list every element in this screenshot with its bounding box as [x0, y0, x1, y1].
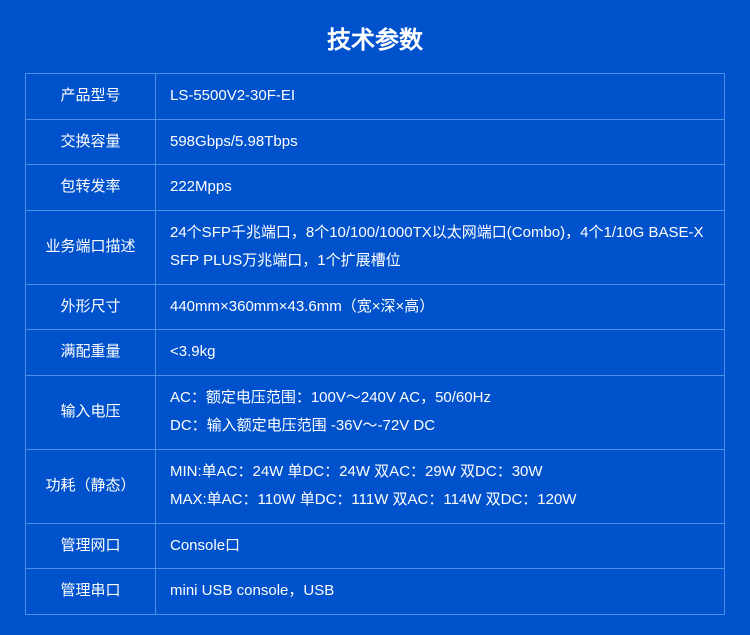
- table-row: 外形尺寸 440mm×360mm×43.6mm（宽×深×高）: [26, 284, 725, 330]
- row-value: <3.9kg: [156, 330, 725, 376]
- row-label: 管理串口: [26, 569, 156, 615]
- row-value: 440mm×360mm×43.6mm（宽×深×高）: [156, 284, 725, 330]
- table-row: 管理网口 Console口: [26, 523, 725, 569]
- row-label: 外形尺寸: [26, 284, 156, 330]
- table-row: 产品型号 LS-5500V2-30F-EI: [26, 74, 725, 120]
- row-value: 24个SFP千兆端口，8个10/100/1000TX以太网端口(Combo)，4…: [156, 210, 725, 284]
- table-row: 满配重量 <3.9kg: [26, 330, 725, 376]
- row-value: 222Mpps: [156, 165, 725, 211]
- table-row: 输入电压 AC：额定电压范围：100V～240V AC，50/60HzDC：输入…: [26, 375, 725, 449]
- row-label: 包转发率: [26, 165, 156, 211]
- spec-container: 技术参数 产品型号 LS-5500V2-30F-EI 交换容量 598Gbps/…: [0, 0, 750, 635]
- row-value: AC：额定电压范围：100V～240V AC，50/60HzDC：输入额定电压范…: [156, 375, 725, 449]
- spec-title: 技术参数: [25, 20, 725, 55]
- table-row: 管理串口 mini USB console，USB: [26, 569, 725, 615]
- row-label: 产品型号: [26, 74, 156, 120]
- row-label: 业务端口描述: [26, 210, 156, 284]
- row-value: Console口: [156, 523, 725, 569]
- row-value: LS-5500V2-30F-EI: [156, 74, 725, 120]
- table-row: 包转发率 222Mpps: [26, 165, 725, 211]
- row-label: 输入电压: [26, 375, 156, 449]
- row-value: MIN:单AC：24W 单DC：24W 双AC：29W 双DC：30WMAX:单…: [156, 449, 725, 523]
- table-row: 功耗（静态） MIN:单AC：24W 单DC：24W 双AC：29W 双DC：3…: [26, 449, 725, 523]
- row-label: 管理网口: [26, 523, 156, 569]
- row-value: mini USB console，USB: [156, 569, 725, 615]
- row-label: 交换容量: [26, 119, 156, 165]
- spec-table: 产品型号 LS-5500V2-30F-EI 交换容量 598Gbps/5.98T…: [25, 73, 725, 615]
- row-label: 满配重量: [26, 330, 156, 376]
- table-row: 业务端口描述 24个SFP千兆端口，8个10/100/1000TX以太网端口(C…: [26, 210, 725, 284]
- row-label: 功耗（静态）: [26, 449, 156, 523]
- table-row: 交换容量 598Gbps/5.98Tbps: [26, 119, 725, 165]
- row-value: 598Gbps/5.98Tbps: [156, 119, 725, 165]
